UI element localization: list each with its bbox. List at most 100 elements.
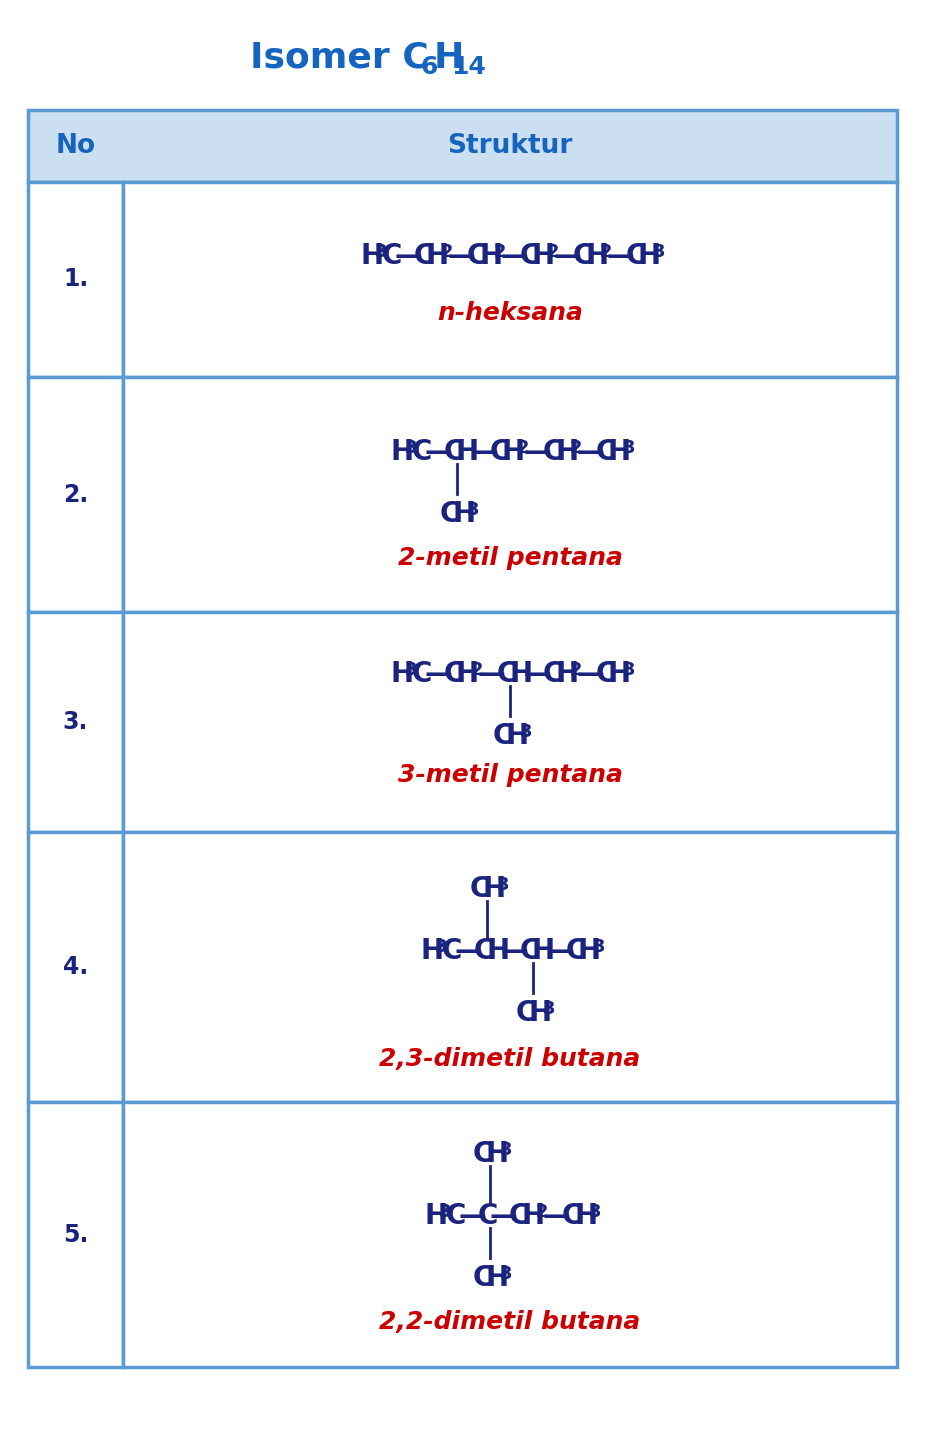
Text: H: H xyxy=(578,937,601,964)
Text: 2-metil pentana: 2-metil pentana xyxy=(398,546,623,570)
Text: 3: 3 xyxy=(405,438,417,457)
Text: H: H xyxy=(456,659,479,688)
Text: H: H xyxy=(585,242,608,269)
Text: 2: 2 xyxy=(516,438,529,457)
Text: —: — xyxy=(394,242,422,269)
Text: 3: 3 xyxy=(588,1202,601,1221)
Text: C: C xyxy=(443,659,463,688)
Text: Isomer C: Isomer C xyxy=(250,42,429,75)
Text: 2: 2 xyxy=(570,661,582,679)
Text: —: — xyxy=(576,659,604,688)
Text: C: C xyxy=(466,242,487,269)
Bar xyxy=(123,182,897,377)
Text: —: — xyxy=(477,659,505,688)
Bar xyxy=(28,833,123,1102)
Text: 3: 3 xyxy=(623,438,635,457)
Text: —: — xyxy=(576,438,604,466)
Text: H: H xyxy=(608,438,631,466)
Text: C: C xyxy=(520,242,540,269)
Text: H: H xyxy=(425,1202,448,1230)
Text: H: H xyxy=(505,722,528,749)
Text: 2,2-dimetil butana: 2,2-dimetil butana xyxy=(379,1310,641,1334)
Text: H: H xyxy=(479,242,502,269)
Text: —: — xyxy=(500,242,528,269)
Text: C: C xyxy=(446,1202,466,1230)
Text: 3: 3 xyxy=(623,661,635,679)
Text: —: — xyxy=(553,242,581,269)
Text: 2: 2 xyxy=(494,244,506,261)
Bar xyxy=(28,110,897,182)
Text: C: C xyxy=(520,937,540,964)
Text: C: C xyxy=(565,937,586,964)
Text: 4.: 4. xyxy=(63,954,88,979)
Text: H: H xyxy=(434,42,464,75)
Text: 2: 2 xyxy=(570,438,582,457)
Text: C: C xyxy=(497,659,517,688)
Text: —: — xyxy=(448,242,475,269)
Text: 5.: 5. xyxy=(63,1222,88,1247)
Text: H: H xyxy=(421,937,444,964)
Text: 2: 2 xyxy=(599,244,612,261)
Text: C: C xyxy=(489,438,510,466)
Text: 3: 3 xyxy=(593,937,605,956)
Text: 14: 14 xyxy=(451,54,486,79)
Text: H: H xyxy=(532,242,555,269)
Bar xyxy=(28,377,123,612)
Text: 3: 3 xyxy=(497,876,510,894)
Text: H: H xyxy=(486,1139,509,1168)
Text: C: C xyxy=(470,874,490,903)
Text: C: C xyxy=(625,242,646,269)
Text: 3: 3 xyxy=(500,1265,512,1283)
Text: —: — xyxy=(500,937,528,964)
Text: 3: 3 xyxy=(375,244,388,261)
Text: 1.: 1. xyxy=(63,268,88,291)
Text: C: C xyxy=(440,500,461,529)
Text: —: — xyxy=(547,937,574,964)
Text: H: H xyxy=(486,1264,509,1293)
Text: —: — xyxy=(425,438,452,466)
Text: H: H xyxy=(555,438,578,466)
Text: —: — xyxy=(471,438,499,466)
Text: C: C xyxy=(477,1202,498,1230)
Text: C: C xyxy=(493,722,513,749)
Text: H: H xyxy=(532,937,555,964)
Text: —: — xyxy=(607,242,635,269)
Text: 3: 3 xyxy=(405,661,417,679)
Text: 3: 3 xyxy=(520,722,533,741)
Text: No: No xyxy=(56,133,95,159)
Text: H: H xyxy=(426,242,450,269)
Text: 2: 2 xyxy=(547,244,559,261)
Text: C: C xyxy=(442,937,462,964)
Text: 3: 3 xyxy=(435,937,448,956)
Bar xyxy=(123,377,897,612)
Text: H: H xyxy=(528,999,551,1027)
Text: n-heksana: n-heksana xyxy=(437,301,583,325)
Text: 2: 2 xyxy=(471,661,483,679)
Bar xyxy=(28,612,123,833)
Text: 3.: 3. xyxy=(63,709,88,734)
Text: C: C xyxy=(542,659,563,688)
Text: H: H xyxy=(390,659,413,688)
Text: —: — xyxy=(524,659,551,688)
Bar xyxy=(28,182,123,377)
Text: 3-metil pentana: 3-metil pentana xyxy=(398,762,623,787)
Text: C: C xyxy=(382,242,402,269)
Bar xyxy=(123,1102,897,1367)
Text: 2,3-dimetil butana: 2,3-dimetil butana xyxy=(379,1046,641,1070)
Text: 6: 6 xyxy=(420,54,438,79)
Text: C: C xyxy=(413,242,434,269)
Bar xyxy=(28,1102,123,1367)
Text: H: H xyxy=(502,438,525,466)
Text: H: H xyxy=(452,500,475,529)
Text: H: H xyxy=(456,438,479,466)
Text: C: C xyxy=(412,659,432,688)
Text: C: C xyxy=(474,937,494,964)
Text: 2: 2 xyxy=(536,1202,549,1221)
Text: —: — xyxy=(458,1202,486,1230)
Text: H: H xyxy=(608,659,631,688)
Text: 3: 3 xyxy=(652,244,665,261)
Text: H: H xyxy=(574,1202,598,1230)
Bar xyxy=(123,612,897,833)
Text: C: C xyxy=(516,999,536,1027)
Text: Struktur: Struktur xyxy=(448,133,573,159)
